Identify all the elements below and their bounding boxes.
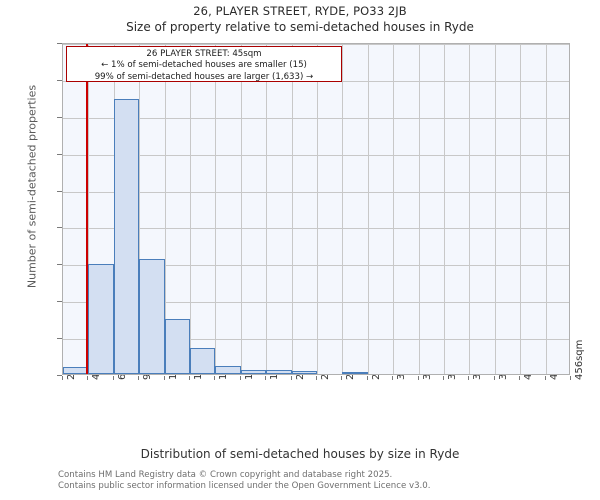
y-tick-mark: [57, 338, 62, 340]
annotation-line-2: ← 1% of semi-detached houses are smaller…: [101, 60, 307, 71]
gridline-vertical: [342, 44, 344, 374]
property-marker-line: [86, 44, 88, 374]
histogram-bar: [63, 366, 89, 374]
y-tick-mark: [57, 116, 62, 118]
chart-subtitle: Size of property relative to semi-detach…: [126, 20, 474, 34]
x-tick-mark: [290, 376, 292, 380]
gridline-horizontal: [63, 44, 569, 45]
gridline-vertical: [266, 44, 268, 374]
x-tick-mark: [62, 376, 63, 380]
gridline-vertical: [520, 44, 522, 374]
x-tick-mark: [392, 376, 394, 380]
gridline-vertical: [393, 44, 395, 374]
x-tick-mark: [214, 376, 216, 380]
x-tick-mark: [493, 376, 495, 380]
x-tick-mark: [112, 376, 114, 380]
histogram-bar: [190, 348, 216, 374]
y-tick-mark: [57, 153, 62, 155]
gridline-horizontal: [63, 191, 569, 193]
gridline-horizontal: [63, 265, 569, 267]
x-tick-mark: [138, 376, 140, 380]
histogram-bar: [342, 372, 368, 374]
histogram-bar: [164, 319, 190, 374]
y-tick-mark: [57, 227, 62, 229]
y-tick-mark: [57, 301, 62, 303]
plot-area: [62, 43, 570, 375]
y-tick-mark: [57, 43, 62, 44]
annotation-line-3: 99% of semi-detached houses are larger (…: [94, 71, 314, 82]
gridline-horizontal: [63, 228, 569, 230]
x-tick-mark: [468, 376, 470, 380]
attribution-footer: Contains HM Land Registry data © Crown c…: [58, 470, 598, 491]
x-tick-mark: [341, 376, 343, 380]
gridline-horizontal: [63, 302, 569, 304]
page-title: 26, PLAYER STREET, RYDE, PO33 2JB: [193, 4, 407, 18]
histogram-bar: [113, 99, 140, 374]
y-tick-mark: [57, 79, 62, 81]
x-tick-mark: [570, 376, 571, 380]
y-tick-mark: [57, 264, 62, 266]
histogram-bars: [63, 44, 569, 374]
histogram-bar: [291, 370, 317, 374]
gridline-vertical: [444, 44, 445, 374]
gridline-horizontal: [63, 339, 569, 341]
gridline-vertical: [88, 44, 90, 374]
x-tick-mark: [519, 376, 521, 380]
histogram-bar: [88, 264, 114, 374]
x-tick-mark: [544, 376, 546, 380]
gridline-vertical: [317, 44, 318, 374]
gridline-horizontal: [63, 117, 569, 119]
x-tick-label: 456sqm: [574, 339, 585, 380]
x-tick-mark: [366, 376, 368, 380]
gridline-vertical: [494, 44, 496, 374]
gridline-vertical: [164, 44, 166, 374]
gridline-vertical: [215, 44, 217, 374]
footer-line-2: Contains public sector information licen…: [58, 480, 431, 491]
histogram-bar: [266, 369, 292, 374]
annotation-line-1: 26 PLAYER STREET: 45sqm: [146, 48, 262, 59]
x-tick-mark: [189, 376, 190, 380]
footer-line-1: Contains HM Land Registry data © Crown c…: [58, 470, 393, 480]
y-axis-label: Number of semi-detached properties: [25, 84, 39, 289]
x-tick-mark: [417, 376, 419, 380]
y-tick-mark: [57, 190, 62, 192]
x-tick-mark: [316, 376, 317, 380]
gridline-vertical: [367, 44, 369, 374]
histogram-bar: [215, 365, 241, 374]
annotation-box: 26 PLAYER STREET: 45sqm ← 1% of semi-det…: [66, 46, 342, 82]
gridline-vertical: [469, 44, 471, 374]
gridline-horizontal: [63, 154, 569, 156]
gridline-vertical: [418, 44, 420, 374]
x-tick-mark: [265, 376, 267, 380]
gridline-vertical: [190, 44, 191, 374]
x-tick-mark: [87, 376, 89, 380]
gridline-vertical: [139, 44, 141, 374]
gridline-vertical: [240, 44, 242, 374]
gridline-vertical: [291, 44, 293, 374]
y-tick-mark: [57, 375, 62, 376]
histogram-bar: [240, 369, 267, 374]
histogram-bar: [139, 258, 165, 374]
x-tick-mark: [239, 376, 241, 380]
x-tick-mark: [163, 376, 165, 380]
x-tick-mark: [443, 376, 444, 380]
gridline-vertical: [545, 44, 547, 374]
x-axis-label: Distribution of semi-detached houses by …: [140, 447, 460, 461]
